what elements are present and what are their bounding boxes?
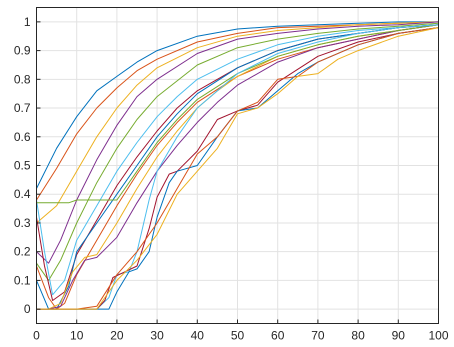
y-tick-label: 0.7 xyxy=(14,101,31,115)
x-tick-label: 70 xyxy=(311,329,325,343)
y-tick-label: 0.1 xyxy=(14,273,31,287)
y-tick-label: 0.4 xyxy=(14,187,31,201)
series-line-11 xyxy=(36,24,439,310)
y-tick-label: 0.3 xyxy=(14,216,31,230)
grid-lines xyxy=(36,7,439,324)
series-line-6 xyxy=(36,24,439,296)
x-tick-label: 60 xyxy=(271,329,285,343)
series-line-17 xyxy=(36,27,439,310)
series-line-1 xyxy=(36,21,439,189)
y-tick-label: 0.8 xyxy=(14,72,31,86)
series-group xyxy=(36,21,439,310)
series-line-14 xyxy=(36,27,439,310)
x-tick-label: 10 xyxy=(70,329,84,343)
x-tick-label: 0 xyxy=(33,329,40,343)
y-tick-labels: 0 0.1 0.2 0.3 0.4 0.5 0.6 0.7 0.8 0.9 1 xyxy=(14,15,31,316)
x-tick-label: 90 xyxy=(392,329,406,343)
x-tick-label: 30 xyxy=(150,329,164,343)
series-line-3 xyxy=(36,21,439,224)
series-line-12 xyxy=(36,24,439,204)
y-tick-label: 0 xyxy=(24,302,31,316)
series-line-5 xyxy=(36,22,439,281)
x-tick-label: 40 xyxy=(191,329,205,343)
x-tick-label: 50 xyxy=(231,329,245,343)
y-tick-label: 0.5 xyxy=(14,159,31,173)
x-tick-label: 20 xyxy=(110,329,124,343)
y-tick-label: 0.9 xyxy=(14,44,31,58)
x-tick-label: 80 xyxy=(351,329,365,343)
y-tick-label: 0.6 xyxy=(14,130,31,144)
series-line-4 xyxy=(36,21,439,264)
y-tick-label: 0.2 xyxy=(14,245,31,259)
series-line-16 xyxy=(36,27,439,310)
tick-marks xyxy=(36,21,439,324)
y-tick-label: 1 xyxy=(24,15,31,29)
series-line-15 xyxy=(36,27,439,310)
x-tick-label: 100 xyxy=(428,329,448,343)
x-tick-labels: 0 10 20 30 40 50 60 70 80 90 100 xyxy=(33,329,449,343)
